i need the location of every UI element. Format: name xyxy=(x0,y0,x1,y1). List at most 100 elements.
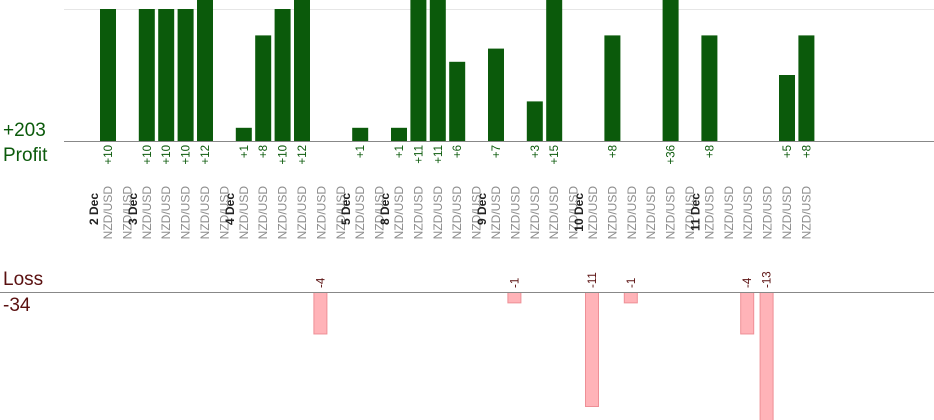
profit-value-label: +1 xyxy=(355,145,367,158)
loss-bar xyxy=(313,292,328,335)
symbol-label: NZD/USD xyxy=(683,186,697,240)
symbol-label: NZD/USD xyxy=(450,186,464,240)
profit-value-label: +1 xyxy=(239,145,251,158)
profit-total: +203 xyxy=(3,120,46,141)
profit-bars xyxy=(100,0,815,141)
loss-bars xyxy=(313,292,774,420)
symbol-label: NZD/USD xyxy=(528,186,542,240)
profit-bar xyxy=(177,9,194,141)
symbol-label: NZD/USD xyxy=(780,186,794,240)
symbol-label: NZD/USD xyxy=(198,186,212,240)
loss-total: -34 xyxy=(3,295,31,316)
loss-bar xyxy=(623,292,638,304)
date-label: 2 Dec xyxy=(87,193,101,225)
profit-bar xyxy=(546,0,563,141)
symbol-label: NZD/USD xyxy=(664,186,678,240)
symbol-label: NZD/USD xyxy=(547,186,561,240)
symbol-label: NZD/USD xyxy=(179,186,193,240)
symbol-label: NZD/USD xyxy=(256,186,270,240)
profit-value-label: +36 xyxy=(666,145,678,165)
symbol-label: NZD/USD xyxy=(761,186,775,240)
symbol-label: NZD/USD xyxy=(140,186,154,240)
symbol-label: NZD/USD xyxy=(702,186,716,240)
loss-label: Loss xyxy=(3,269,44,290)
symbol-label: NZD/USD xyxy=(159,186,173,240)
date-label: 11 Dec xyxy=(688,193,702,231)
symbol-label: NZD/USD xyxy=(799,186,813,240)
profit-value-label: +10 xyxy=(181,145,193,165)
profit-value-label: +6 xyxy=(452,145,464,158)
date-label: 3 Dec xyxy=(126,193,140,225)
symbol-label: NZD/USD xyxy=(741,186,755,240)
profit-bar xyxy=(604,35,621,141)
profit-bar xyxy=(410,0,427,141)
loss-bar xyxy=(759,292,774,420)
symbol-label: NZD/USD xyxy=(373,186,387,240)
profit-value-label: +1 xyxy=(394,145,406,158)
profit-value-label: +3 xyxy=(530,145,542,158)
profit-bar xyxy=(779,75,795,141)
profit-value-label: +5 xyxy=(782,145,794,158)
profit-value-label: +8 xyxy=(801,145,813,158)
profit-bar xyxy=(255,35,272,141)
profit-bar xyxy=(701,35,718,141)
profit-value-label: +8 xyxy=(258,145,270,158)
loss-value-label: -13 xyxy=(762,271,774,288)
symbol-label: NZD/USD xyxy=(722,186,736,240)
symbol-label: NZD/USD xyxy=(411,186,425,240)
profit-bar xyxy=(274,9,291,141)
symbol-label: NZD/USD xyxy=(625,186,639,240)
symbol-label: NZD/USD xyxy=(334,186,348,240)
loss-bar xyxy=(507,292,522,304)
loss-bar xyxy=(740,292,755,335)
date-label: 9 Dec xyxy=(475,193,489,225)
profit-bar xyxy=(158,9,175,141)
profit-bar xyxy=(798,35,815,141)
profit-bar xyxy=(449,61,466,141)
symbol-label: NZD/USD xyxy=(567,186,581,240)
symbol-label: NZD/USD xyxy=(644,186,658,240)
symbol-label: NZD/USD xyxy=(101,186,115,240)
symbol-label: NZD/USD xyxy=(217,186,231,240)
profit-bar xyxy=(138,9,155,141)
profit-value-label: +11 xyxy=(433,145,445,164)
profit-bar xyxy=(526,101,543,141)
symbol-label: NZD/USD xyxy=(470,186,484,240)
loss-value-label: -11 xyxy=(587,272,599,288)
symbol-label: NZD/USD xyxy=(508,186,522,240)
profit-bar xyxy=(391,127,407,141)
profit-value-label: +11 xyxy=(413,145,425,164)
profit-bar xyxy=(352,127,369,141)
loss-value-label: -1 xyxy=(509,278,521,288)
profit-value-label: +8 xyxy=(704,145,716,158)
symbol-label: NZD/USD xyxy=(605,186,619,240)
symbol-label: NZD/USD xyxy=(586,186,600,240)
symbol-label: NZD/USD xyxy=(353,186,367,240)
profit-value-label: +15 xyxy=(549,145,561,165)
symbol-label: NZD/USD xyxy=(276,186,290,240)
profit-bar xyxy=(100,9,116,141)
profit-value-label: +10 xyxy=(161,145,173,165)
profit-label: Profit xyxy=(3,145,48,166)
symbol-label: NZD/USD xyxy=(392,186,406,240)
profit-bar xyxy=(235,127,252,141)
date-label: 5 Dec xyxy=(339,193,353,225)
date-label: 10 Dec xyxy=(572,193,586,232)
symbol-label: NZD/USD xyxy=(431,186,445,240)
profit-value-label: +12 xyxy=(200,145,212,165)
loss-bar xyxy=(585,292,599,407)
symbol-label: NZD/USD xyxy=(489,186,503,240)
profit-value-label: +10 xyxy=(103,145,115,165)
profit-value-label: +10 xyxy=(142,145,154,165)
symbol-label: NZD/USD xyxy=(120,186,134,240)
profit-bar xyxy=(197,0,213,141)
profit-bar xyxy=(662,0,679,141)
profit-value-label: +7 xyxy=(491,145,503,158)
symbol-label: NZD/USD xyxy=(314,186,328,240)
profit-bar xyxy=(488,48,504,141)
axes xyxy=(0,141,934,293)
loss-value-label: -4 xyxy=(315,277,327,288)
loss-value-label: -1 xyxy=(626,278,638,288)
